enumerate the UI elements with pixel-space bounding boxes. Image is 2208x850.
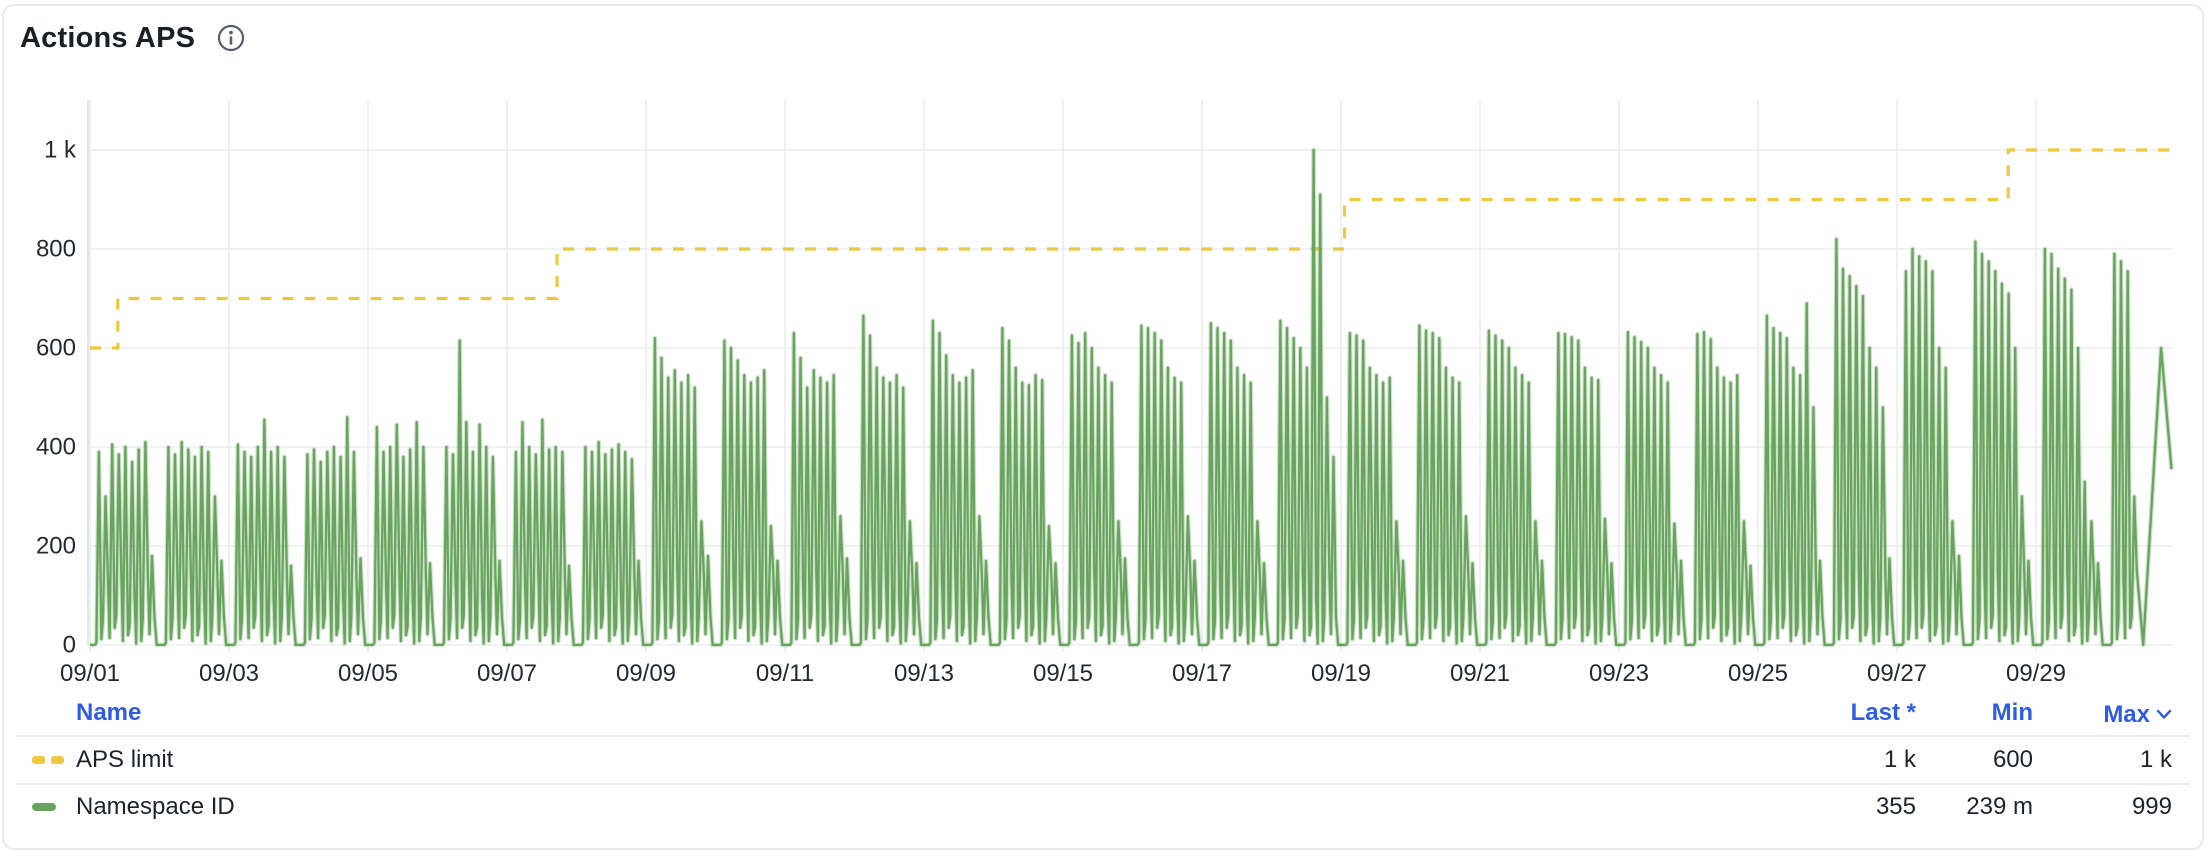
series-max-value: 1 k [2139,746,2172,773]
svg-text:09/15: 09/15 [1033,660,1093,687]
svg-text:1 k: 1 k [44,137,77,164]
svg-text:09/03: 09/03 [199,660,259,687]
legend-header-max[interactable]: Max [2103,698,2172,730]
svg-text:400: 400 [36,434,76,461]
svg-text:09/23: 09/23 [1589,660,1649,687]
svg-text:09/19: 09/19 [1311,660,1371,687]
svg-text:09/17: 09/17 [1172,660,1232,687]
legend-row-aps-limit[interactable]: APS limit 1 k 600 1 k [0,745,2208,775]
series-last-value: 355 [1875,793,1916,820]
divider [16,783,2190,785]
legend-header-name[interactable]: Name [76,699,142,726]
legend-row-namespace-id[interactable]: Namespace ID 355 239 m 999 [0,792,2208,822]
series-last-value: 1 k [1883,746,1916,773]
aps-time-series-chart[interactable]: 0 200 400 600 800 1 k 09/01 09/03 09/05 09/07 09/0… [0,0,2208,830]
series-name: Namespace ID [76,793,235,820]
svg-text:09/01: 09/01 [60,660,120,687]
panel-title: Actions APS [20,21,196,54]
aps-limit-swatch-dashed-icon [32,756,64,764]
panel-header: Actions APS [20,20,245,56]
svg-text:09/13: 09/13 [894,660,954,687]
svg-text:09/09: 09/09 [616,660,676,687]
series-max-value: 999 [2131,793,2172,820]
svg-text:200: 200 [36,533,76,560]
svg-text:09/27: 09/27 [1867,660,1927,687]
series-min-value: 239 m [1966,793,2033,820]
svg-text:800: 800 [36,236,76,263]
namespace-id-swatch-icon [32,803,56,811]
svg-text:09/07: 09/07 [477,660,537,687]
svg-text:09/11: 09/11 [756,660,814,687]
series-name: APS limit [76,746,174,773]
svg-text:09/25: 09/25 [1728,660,1788,687]
legend-header-last[interactable]: Last * [1850,699,1916,726]
legend-header-min[interactable]: Min [1991,699,2033,726]
svg-text:09/29: 09/29 [2006,660,2066,687]
chevron-down-icon [2156,698,2172,728]
info-circle-icon[interactable] [217,24,245,52]
legend-header-row: Name Last * Min Max [0,698,2208,728]
svg-text:09/21: 09/21 [1450,660,1510,687]
svg-text:09/05: 09/05 [338,660,398,687]
svg-text:600: 600 [36,335,76,362]
divider [16,735,2190,737]
series-min-value: 600 [1992,746,2033,773]
svg-text:0: 0 [63,632,76,659]
